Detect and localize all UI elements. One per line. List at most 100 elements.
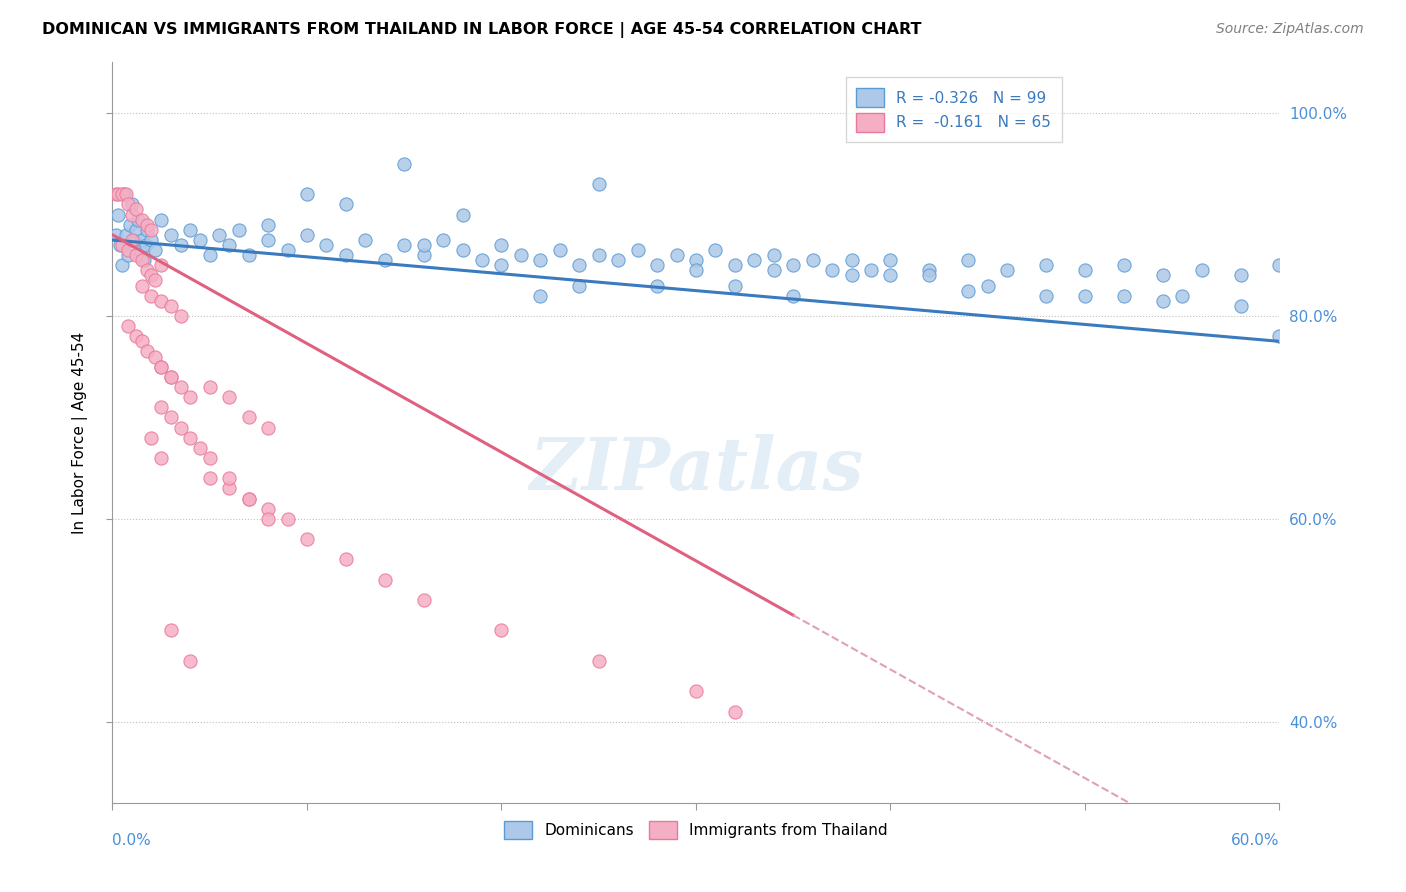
Text: Source: ZipAtlas.com: Source: ZipAtlas.com [1216,22,1364,37]
Point [354,233,377,247]
Point [335,248,357,262]
Point [1074,263,1097,277]
Point [238,248,260,262]
Point [841,253,863,268]
Text: ZIPatlas: ZIPatlas [529,434,863,505]
Point [782,289,804,303]
Point [1035,289,1057,303]
Point [105,227,128,242]
Point [724,705,747,719]
Point [724,278,747,293]
Point [131,212,153,227]
Point [607,253,630,268]
Point [238,491,260,506]
Point [218,390,240,404]
Point [412,593,434,607]
Point [1229,268,1251,283]
Point [143,243,166,257]
Y-axis label: In Labor Force | Age 45-54: In Labor Force | Age 45-54 [72,332,89,533]
Point [257,218,280,232]
Point [160,410,183,425]
Point [127,212,149,227]
Point [685,684,707,698]
Point [918,268,941,283]
Point [276,243,298,257]
Point [509,248,531,262]
Point [238,491,260,506]
Point [121,208,143,222]
Point [111,187,134,202]
Point [179,390,201,404]
Point [198,450,221,465]
Point [394,157,416,171]
Point [169,380,191,394]
Point [1112,258,1135,272]
Point [257,512,280,526]
Point [394,238,416,252]
Point [111,238,134,252]
Point [121,197,143,211]
Point [821,263,844,277]
Text: DOMINICAN VS IMMIGRANTS FROM THAILAND IN LABOR FORCE | AGE 45-54 CORRELATION CHA: DOMINICAN VS IMMIGRANTS FROM THAILAND IN… [42,22,922,38]
Point [645,258,668,272]
Point [568,278,591,293]
Point [1152,293,1174,308]
Point [110,238,132,252]
Point [188,233,211,247]
Point [432,233,454,247]
Point [160,369,183,384]
Point [141,268,163,283]
Point [117,243,139,257]
Point [412,238,434,252]
Point [218,238,240,252]
Point [188,441,211,455]
Point [125,223,148,237]
Point [451,243,474,257]
Point [257,420,280,434]
Point [150,359,173,374]
Point [762,263,785,277]
Point [335,197,357,211]
Point [125,202,148,217]
Point [141,223,163,237]
Point [744,253,766,268]
Point [121,233,143,247]
Point [179,431,201,445]
Point [131,233,153,247]
Point [295,227,318,242]
Point [136,263,159,277]
Point [115,187,138,202]
Point [131,278,153,293]
Point [588,248,610,262]
Point [136,344,159,359]
Point [1112,289,1135,303]
Point [801,253,824,268]
Point [588,654,610,668]
Point [112,187,135,202]
Point [105,187,128,202]
Point [125,329,148,343]
Point [117,319,139,334]
Point [704,243,727,257]
Point [111,258,134,272]
Point [1035,258,1057,272]
Point [218,471,240,485]
Point [143,350,166,364]
Point [1191,263,1213,277]
Point [645,278,668,293]
Point [160,369,183,384]
Point [141,233,163,247]
Point [179,223,201,237]
Point [1171,289,1194,303]
Point [198,248,221,262]
Point [150,212,173,227]
Point [568,258,591,272]
Point [762,248,785,262]
Point [118,218,141,232]
Point [107,187,129,202]
Point [1268,329,1291,343]
Point [141,289,163,303]
Point [685,263,707,277]
Point [451,208,474,222]
Point [143,273,166,287]
